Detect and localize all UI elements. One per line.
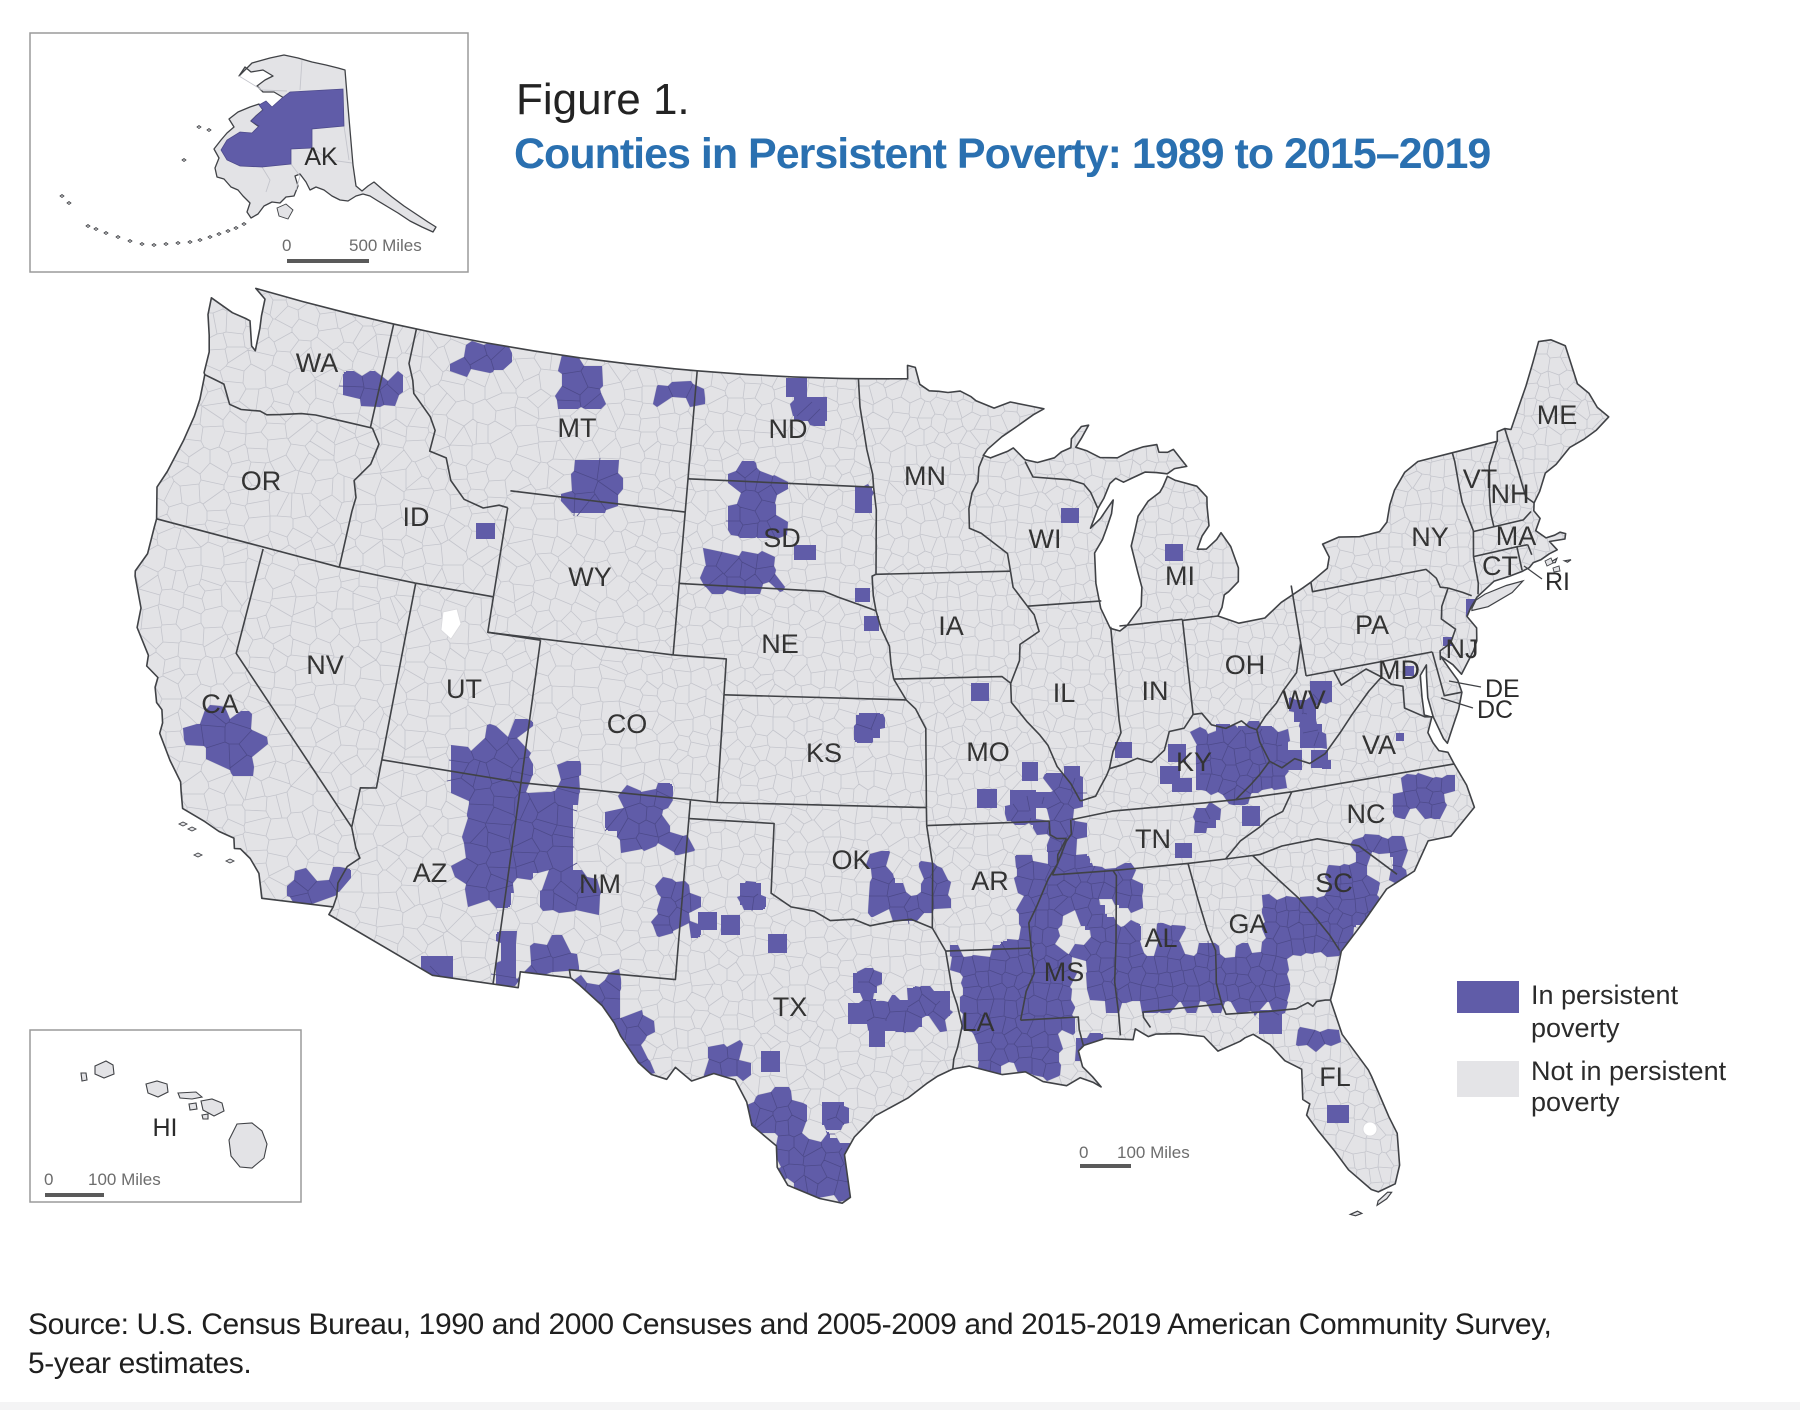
svg-text:MI: MI <box>1165 561 1195 591</box>
svg-text:OR: OR <box>241 466 282 496</box>
svg-text:NE: NE <box>761 629 799 659</box>
svg-text:DC: DC <box>1477 696 1513 724</box>
svg-text:AK: AK <box>304 143 338 171</box>
svg-text:OK: OK <box>831 845 870 875</box>
svg-text:NV: NV <box>306 650 344 680</box>
svg-text:AR: AR <box>971 866 1009 896</box>
svg-text:KY: KY <box>1176 747 1212 777</box>
svg-text:FL: FL <box>1319 1062 1351 1092</box>
svg-text:NC: NC <box>1347 799 1386 829</box>
svg-text:VT: VT <box>1463 464 1498 494</box>
svg-text:IN: IN <box>1142 676 1169 706</box>
svg-text:WY: WY <box>568 562 612 592</box>
svg-text:IL: IL <box>1053 678 1076 708</box>
svg-text:In persistent: In persistent <box>1531 980 1679 1010</box>
svg-text:CT: CT <box>1482 551 1518 581</box>
svg-text:poverty: poverty <box>1531 1013 1620 1043</box>
svg-text:MS: MS <box>1044 957 1085 987</box>
svg-text:LA: LA <box>961 1007 994 1037</box>
svg-text:100 Miles: 100 Miles <box>88 1170 161 1189</box>
svg-text:poverty: poverty <box>1531 1087 1620 1117</box>
svg-text:KS: KS <box>806 738 842 768</box>
svg-text:MO: MO <box>966 737 1010 767</box>
svg-text:VA: VA <box>1362 730 1396 760</box>
svg-text:WV: WV <box>1282 685 1326 715</box>
svg-text:NJ: NJ <box>1446 634 1479 664</box>
svg-text:Counties in Persistent Poverty: Counties in Persistent Poverty: 1989 to … <box>514 130 1490 178</box>
svg-text:NM: NM <box>579 869 621 899</box>
svg-text:NY: NY <box>1411 522 1449 552</box>
svg-text:OH: OH <box>1225 650 1266 680</box>
svg-text:GA: GA <box>1228 909 1267 939</box>
svg-text:UT: UT <box>446 674 482 704</box>
svg-text:MN: MN <box>904 461 946 491</box>
svg-text:SD: SD <box>763 523 801 553</box>
svg-text:TX: TX <box>773 992 808 1022</box>
svg-text:ND: ND <box>769 414 808 444</box>
svg-text:HI: HI <box>153 1114 178 1142</box>
svg-text:NH: NH <box>1491 479 1530 509</box>
svg-text:PA: PA <box>1355 610 1389 640</box>
svg-text:TN: TN <box>1135 824 1171 854</box>
svg-text:MA: MA <box>1496 521 1537 551</box>
svg-text:0: 0 <box>282 236 291 255</box>
svg-text:WI: WI <box>1029 524 1062 554</box>
svg-text:AZ: AZ <box>413 858 448 888</box>
svg-text:500 Miles: 500 Miles <box>349 236 422 255</box>
svg-text:CA: CA <box>201 689 239 719</box>
svg-text:DE: DE <box>1485 675 1520 703</box>
svg-text:MD: MD <box>1378 655 1420 685</box>
svg-text:5-year estimates.: 5-year estimates. <box>28 1347 251 1380</box>
svg-text:AL: AL <box>1144 923 1177 953</box>
svg-text:SC: SC <box>1315 868 1353 898</box>
svg-text:ME: ME <box>1537 400 1578 430</box>
svg-text:Figure 1.: Figure 1. <box>516 75 690 124</box>
svg-text:RI: RI <box>1545 568 1570 596</box>
svg-text:IA: IA <box>938 611 964 641</box>
svg-text:Source: U.S. Census Bureau, 19: Source: U.S. Census Bureau, 1990 and 200… <box>28 1308 1551 1341</box>
svg-text:WA: WA <box>296 348 339 378</box>
svg-text:MT: MT <box>558 413 597 443</box>
svg-text:ID: ID <box>403 502 430 532</box>
svg-text:100 Miles: 100 Miles <box>1117 1143 1190 1162</box>
svg-text:CO: CO <box>607 709 648 739</box>
svg-text:Not in persistent: Not in persistent <box>1531 1056 1727 1086</box>
svg-text:0: 0 <box>1079 1143 1088 1162</box>
svg-text:0: 0 <box>44 1170 53 1189</box>
